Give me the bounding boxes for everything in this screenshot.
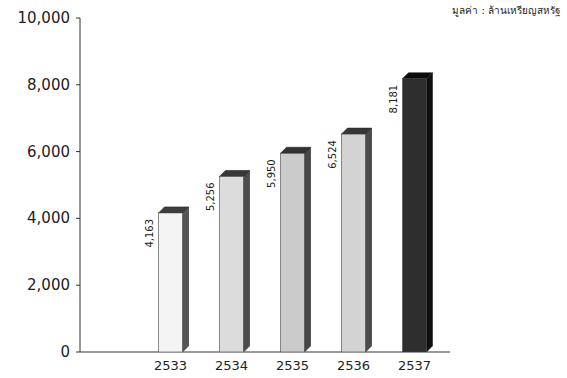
y-tick-label: 2,000: [27, 276, 70, 294]
data-label: 5,950: [267, 159, 278, 188]
y-tick: [76, 18, 80, 19]
bar-side: [427, 73, 433, 352]
data-label: 5,256: [206, 182, 217, 211]
x-tick-label: 2537: [398, 358, 431, 373]
bars: [159, 73, 433, 352]
y-tick-label: 0: [60, 343, 70, 361]
bar-top: [403, 73, 433, 79]
x-tick-label: 2534: [215, 358, 248, 373]
x-axis: [80, 352, 450, 353]
y-tick-label: 6,000: [27, 143, 70, 161]
subtitle: มูลค่า : ล้านเหรียญสหรัฐ: [452, 5, 561, 17]
labels: 4,163 5,256 5,950 6,524 8,181: [145, 85, 400, 248]
bar: [403, 79, 427, 352]
bar-top: [220, 170, 250, 176]
data-label: 4,163: [145, 219, 156, 248]
bar: [281, 153, 305, 352]
x-tick-label: 2533: [154, 358, 187, 373]
y-tick-label: 8,000: [27, 76, 70, 94]
y-tick-label: 4,000: [27, 209, 70, 227]
bar: [220, 176, 244, 352]
bar-side: [183, 207, 189, 352]
data-label: 8,181: [389, 85, 400, 114]
y-tick-label: 10,000: [18, 9, 71, 27]
bar-side: [366, 128, 372, 352]
y-tick: [76, 151, 80, 152]
y-axis: [80, 18, 81, 352]
x-tick-label: 2535: [276, 358, 309, 373]
y-tick: [76, 285, 80, 286]
bar-side: [244, 170, 250, 352]
bar-top: [281, 147, 311, 153]
y-tick: [76, 84, 80, 85]
chart-svg: มูลค่า : ล้านเหรียญสหรัฐ 0 2,000 4,000 6,000…: [0, 0, 567, 378]
chart: มูลค่า : ล้านเหรียญสหรัฐ 0 2,000 4,000 6,000…: [0, 0, 567, 378]
bar-top: [159, 207, 189, 213]
x-tick-label: 2536: [337, 358, 370, 373]
y-tick: [76, 218, 80, 219]
bar-side: [305, 147, 311, 352]
bar-top: [342, 128, 372, 134]
y-tick: [76, 352, 80, 353]
bar: [342, 134, 366, 352]
bar: [159, 213, 183, 352]
data-label: 6,524: [328, 140, 339, 169]
